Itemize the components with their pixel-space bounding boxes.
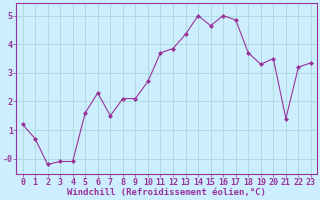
X-axis label: Windchill (Refroidissement éolien,°C): Windchill (Refroidissement éolien,°C): [67, 188, 266, 197]
